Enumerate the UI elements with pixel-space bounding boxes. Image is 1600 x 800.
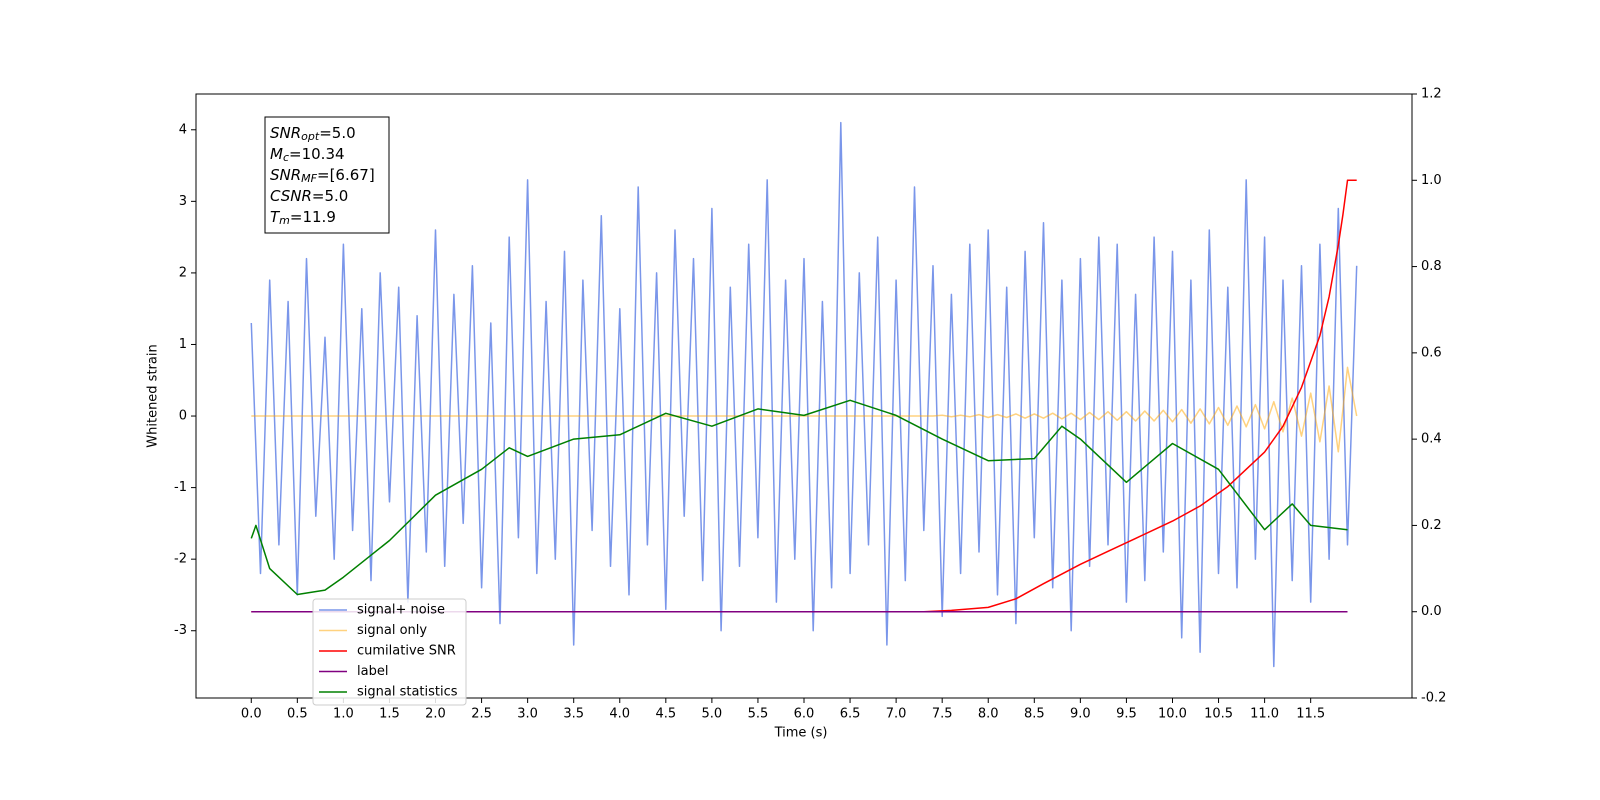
y2-tick-label: 0.0 bbox=[1421, 604, 1442, 619]
legend-label: cumilative SNR bbox=[357, 644, 456, 659]
x-tick-label: 5.0 bbox=[702, 707, 723, 722]
x-tick-label: 3.5 bbox=[563, 707, 584, 722]
annotation-main: T bbox=[270, 208, 281, 226]
y2-tick-label: 1.2 bbox=[1421, 87, 1442, 102]
annotation-main: M bbox=[270, 145, 283, 163]
annotation: Mc=10.34 bbox=[270, 145, 345, 165]
x-tick-label: 7.0 bbox=[886, 707, 907, 722]
legend-label: signal statistics bbox=[357, 685, 458, 700]
x-tick-label: 8.5 bbox=[1024, 707, 1045, 722]
x-tick-label: 1.0 bbox=[333, 707, 354, 722]
annotation: Tm=11.9 bbox=[270, 208, 336, 228]
annotation-sub: m bbox=[279, 214, 290, 227]
annotation: CSNR=5.0 bbox=[270, 187, 348, 205]
annotation-main: CSNR bbox=[270, 187, 312, 205]
x-tick-label: 5.5 bbox=[748, 707, 769, 722]
x-tick-label: 2.0 bbox=[425, 707, 446, 722]
annotation-rest: =5.0 bbox=[312, 187, 348, 205]
y2-tick-label: -0.2 bbox=[1421, 691, 1446, 706]
y2-tick-label: 0.2 bbox=[1421, 518, 1442, 533]
annotation-rest: =5.0 bbox=[319, 124, 355, 142]
y-tick-label: -2 bbox=[174, 552, 187, 567]
x-tick-label: 1.5 bbox=[379, 707, 400, 722]
y-tick-label: 2 bbox=[179, 265, 187, 280]
legend-label: label bbox=[357, 664, 388, 679]
x-tick-label: 4.0 bbox=[609, 707, 630, 722]
x-tick-label: 6.0 bbox=[794, 707, 815, 722]
x-tick-label: 10.5 bbox=[1204, 707, 1233, 722]
x-tick-label: 6.5 bbox=[840, 707, 861, 722]
y-tick-label: -1 bbox=[174, 480, 187, 495]
annotation-sub: MF bbox=[301, 172, 317, 185]
annotation-main: SNR bbox=[270, 166, 301, 184]
x-tick-label: 0.0 bbox=[241, 707, 262, 722]
x-tick-label: 4.5 bbox=[655, 707, 676, 722]
y-tick-label: 4 bbox=[179, 122, 187, 137]
annotation: SNRopt=5.0 bbox=[270, 124, 356, 144]
series-line bbox=[251, 179, 1357, 613]
y-tick-label: 3 bbox=[179, 194, 187, 209]
x-tick-label: 9.0 bbox=[1070, 707, 1091, 722]
x-tick-label: 11.0 bbox=[1250, 707, 1279, 722]
y-tick-label: -3 bbox=[174, 623, 187, 638]
legend-box bbox=[312, 598, 467, 706]
y2-tick-label: 1.0 bbox=[1421, 173, 1442, 188]
annotation-sub: opt bbox=[301, 130, 320, 143]
y2-tick-label: 0.8 bbox=[1421, 259, 1442, 274]
x-tick-label: 2.5 bbox=[471, 707, 492, 722]
annotation-rest: =[6.67] bbox=[317, 166, 375, 184]
y2-tick-label: 0.4 bbox=[1421, 432, 1442, 447]
x-axis-label: Time (s) bbox=[774, 726, 828, 741]
series-line bbox=[250, 121, 1358, 668]
x-tick-label: 3.0 bbox=[517, 707, 538, 722]
series-line bbox=[250, 399, 1348, 596]
annotation-rest: =11.9 bbox=[290, 208, 336, 226]
x-tick-label: 7.5 bbox=[932, 707, 953, 722]
x-tick-label: 8.0 bbox=[978, 707, 999, 722]
annotation-sub: c bbox=[283, 151, 289, 164]
x-tick-label: 10.0 bbox=[1158, 707, 1187, 722]
y-tick-label: 1 bbox=[179, 337, 187, 352]
annotation-main: SNR bbox=[270, 124, 301, 142]
legend-label: signal+ noise bbox=[357, 603, 445, 618]
annotation-rest: =10.34 bbox=[289, 145, 345, 163]
series-line bbox=[251, 366, 1358, 453]
legend-label: signal only bbox=[357, 623, 427, 638]
x-tick-label: 11.5 bbox=[1296, 707, 1325, 722]
y2-tick-label: 0.6 bbox=[1421, 345, 1442, 360]
y-axis-label: Whitened strain bbox=[146, 344, 161, 447]
annotation-box bbox=[264, 116, 390, 234]
annotation: SNRMF=[6.67] bbox=[270, 166, 375, 186]
x-tick-label: 0.5 bbox=[287, 707, 308, 722]
y-tick-label: 0 bbox=[179, 409, 187, 424]
x-tick-label: 9.5 bbox=[1116, 707, 1137, 722]
